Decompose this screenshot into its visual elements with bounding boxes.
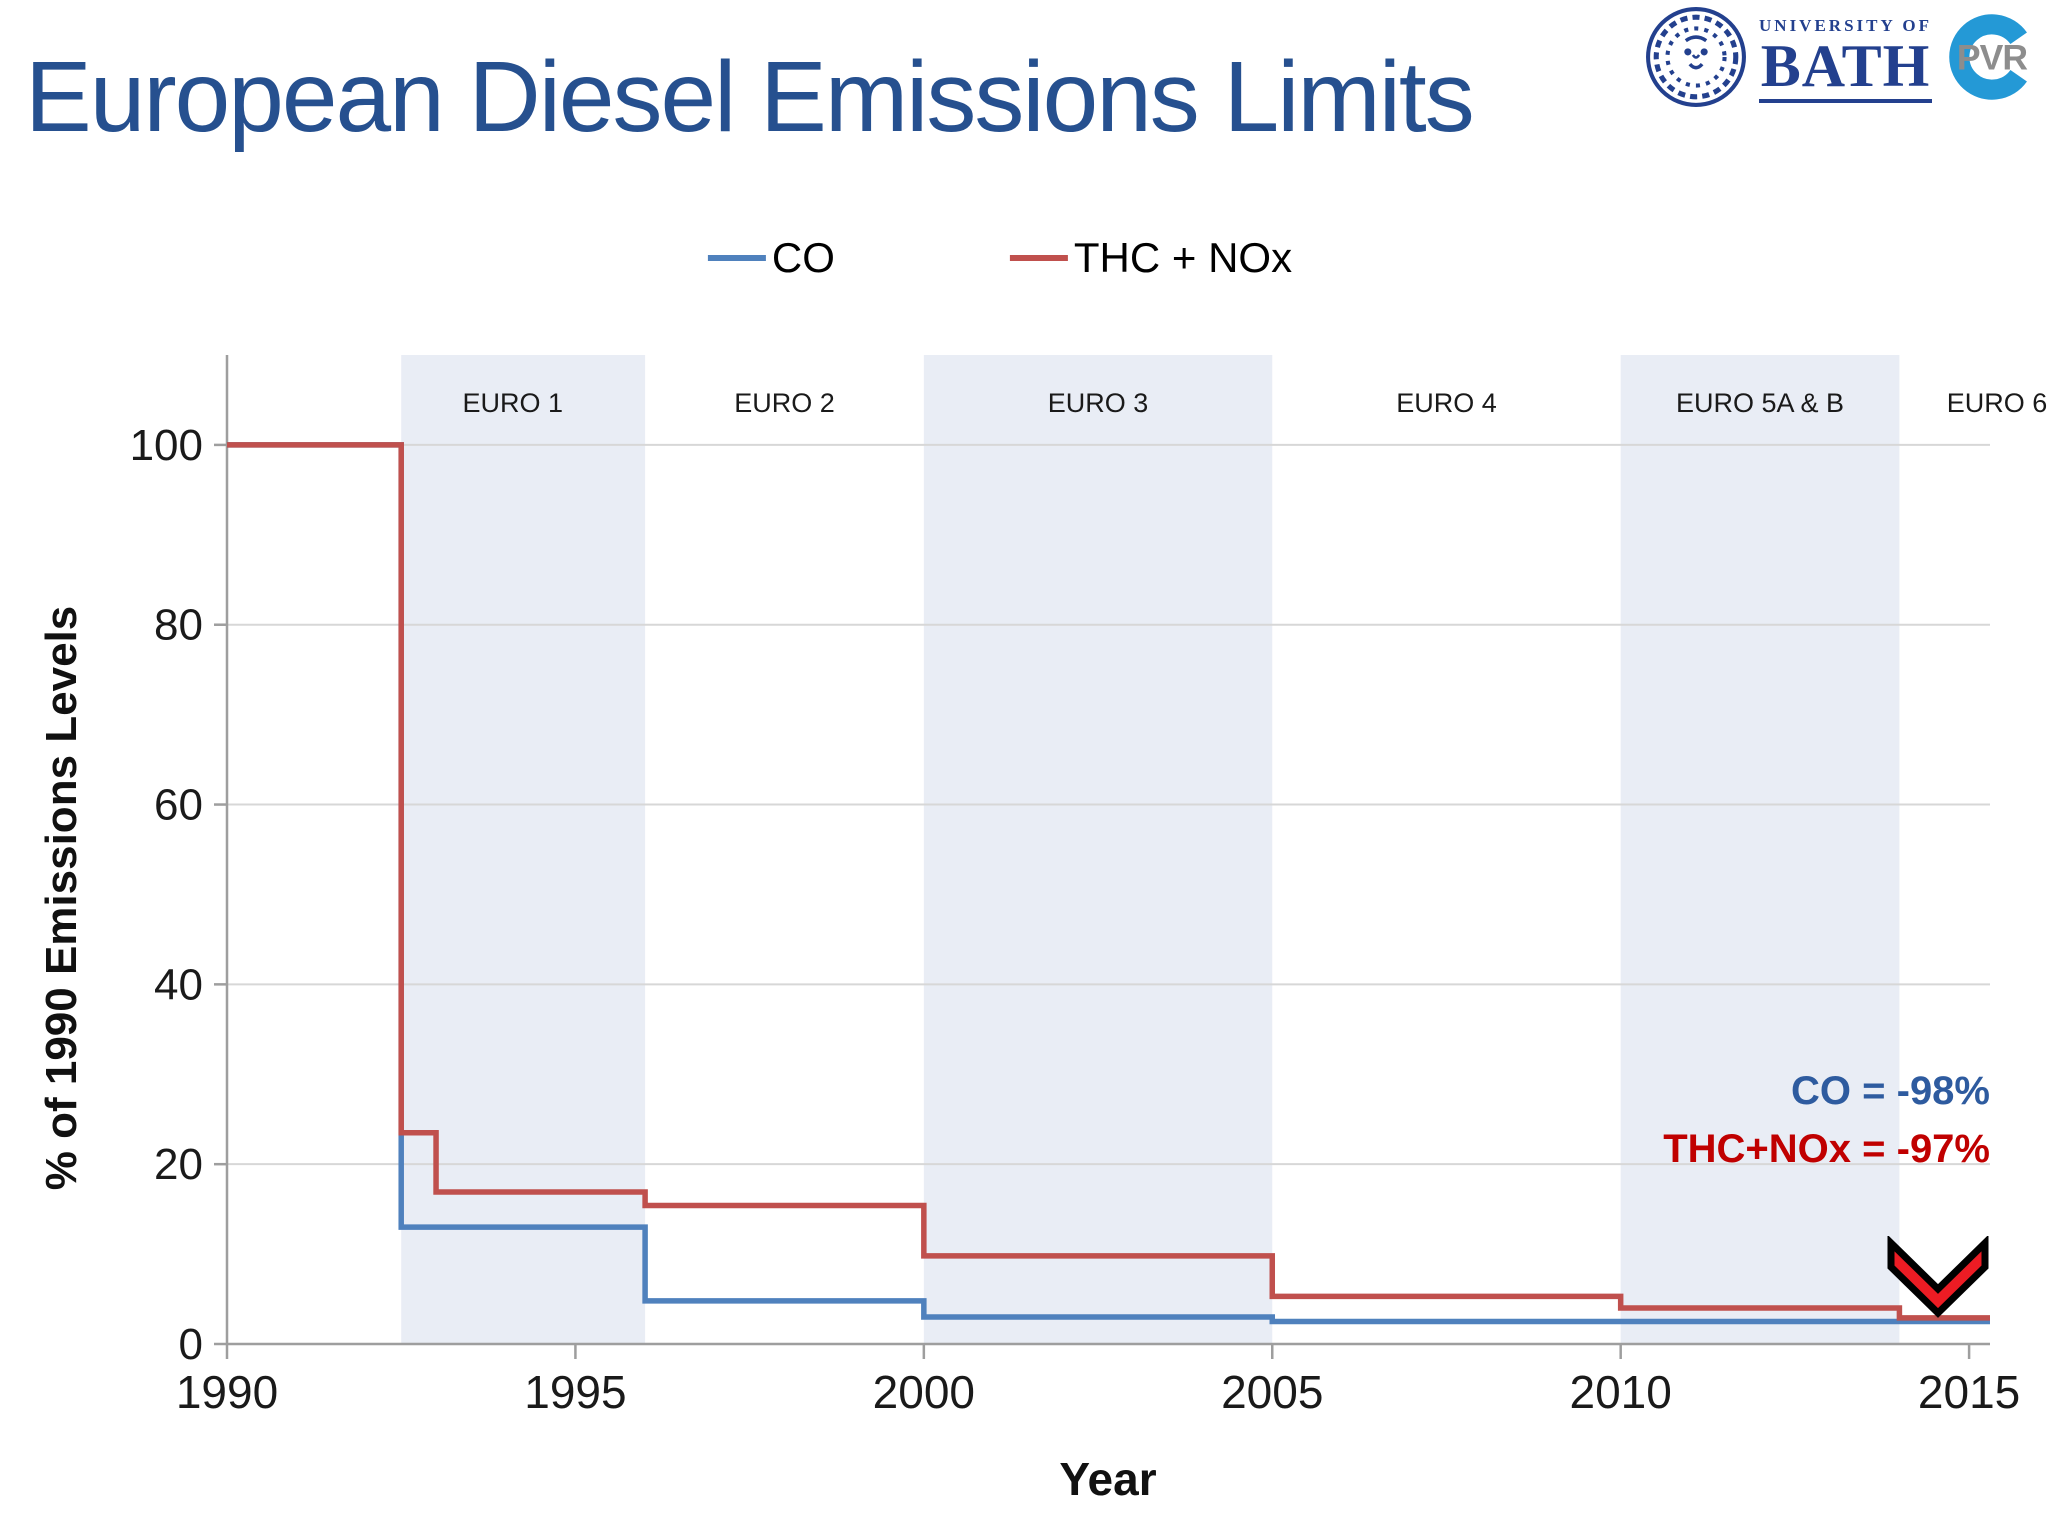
page-title: European Diesel Emissions Limits (25, 41, 1475, 153)
y-tick-label: 60 (154, 781, 203, 830)
bath-underline (1759, 99, 1932, 103)
bath-university-of-text: UNIVERSITY OF (1759, 16, 1932, 35)
euro-band-label: EURO 3 (1048, 388, 1149, 418)
legend-item-thc-nox: THC + NOx (1009, 234, 1293, 282)
legend-item-co: CO (707, 234, 835, 282)
y-tick-label: 40 (154, 960, 203, 1009)
pvr-logo-icon: PVR (1944, 9, 2040, 110)
thc-nox-line-swatch (1009, 255, 1068, 261)
bath-logo: UNIVERSITY OF BATH (1759, 16, 1932, 103)
bath-crest-icon (1645, 6, 1747, 113)
y-tick-label: 20 (154, 1140, 203, 1189)
x-tick-label: 1995 (524, 1366, 626, 1418)
reduction-annotations: CO = -98% THC+NOx = -97% (1663, 1062, 1990, 1178)
y-tick-label: 80 (154, 601, 203, 650)
x-tick-label: 2005 (1221, 1366, 1323, 1418)
x-axis-title: Year (1059, 1453, 1157, 1505)
co-reduction-annotation: CO = -98% (1791, 1069, 1990, 1113)
y-tick-label: 100 (130, 421, 203, 470)
series-line-thc-nox (227, 442, 1990, 1321)
chart-legend: CO THC + NOx (707, 234, 1293, 282)
legend-label-thc-nox: THC + NOx (1073, 234, 1293, 281)
logo-row: UNIVERSITY OF BATH PVR (1645, 6, 2040, 113)
legend-label-co: CO (771, 234, 835, 281)
x-tick-label: 2010 (1570, 1366, 1672, 1418)
x-tick-label: 1990 (176, 1366, 278, 1418)
euro-band-label: EURO 5A & B (1676, 388, 1844, 418)
euro-band-label: EURO 2 (734, 388, 835, 418)
euro-band (401, 355, 646, 1344)
euro-band-label: EURO 1 (462, 388, 563, 418)
euro-band (923, 355, 1273, 1344)
euro-band (1620, 355, 1900, 1344)
svg-text:PVR: PVR (1957, 37, 2027, 77)
euro-band-label: EURO 4 (1396, 388, 1497, 418)
thc-nox-reduction-annotation: THC+NOx = -97% (1663, 1127, 1990, 1171)
co-line-swatch (707, 255, 766, 261)
bath-wordmark: BATH (1760, 33, 1931, 99)
euro-band-label: EURO 6 (1947, 388, 2048, 418)
x-tick-label: 2000 (873, 1366, 975, 1418)
x-tick-label: 2015 (1918, 1366, 2020, 1418)
y-tick-label: 0 (179, 1320, 203, 1369)
down-chevron-arrow-icon (1886, 1234, 1990, 1325)
